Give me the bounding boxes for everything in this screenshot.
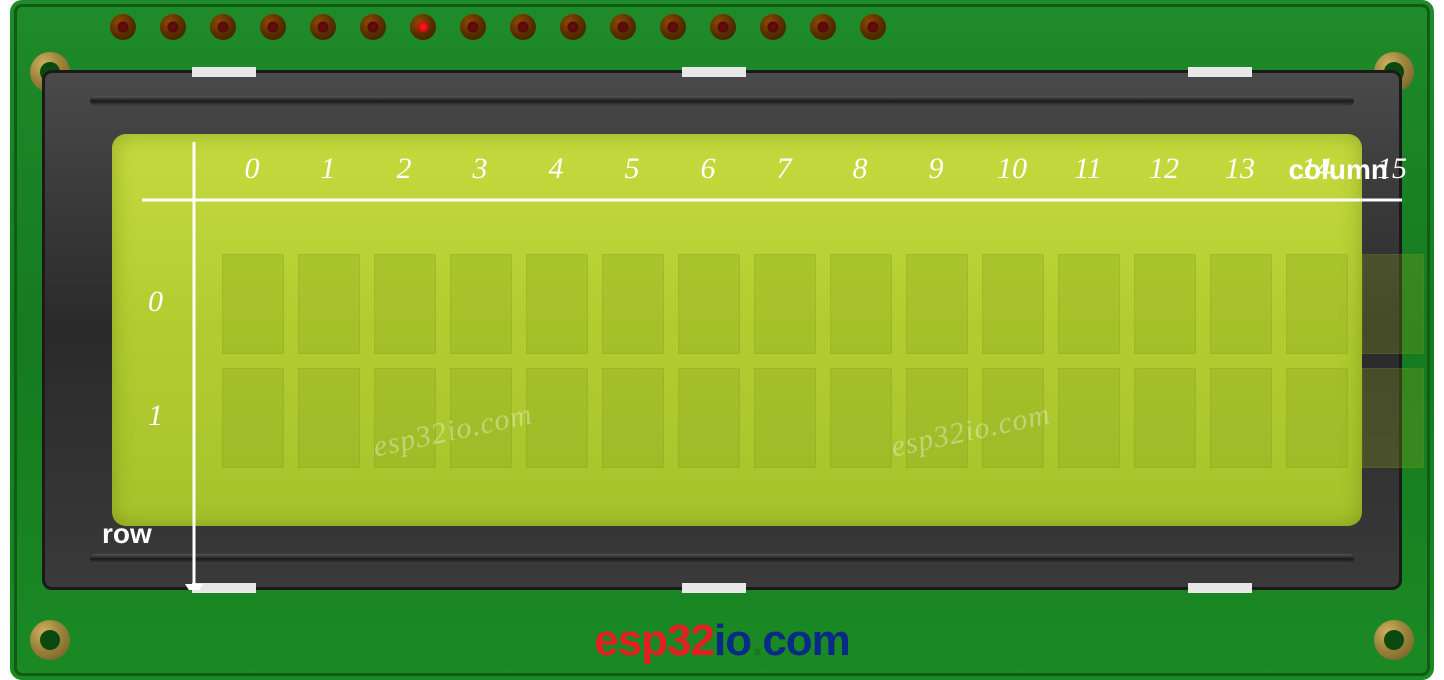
char-cell-r0-c7	[754, 254, 816, 354]
char-cell-r1-c1	[298, 368, 360, 468]
char-cell-r1-c13	[1210, 368, 1272, 468]
char-cell-r0-c10	[982, 254, 1044, 354]
brand-part-dot: .	[751, 616, 762, 665]
char-cell-r0-c0	[222, 254, 284, 354]
pin-12	[710, 14, 736, 40]
char-cell-r1-c12	[1134, 368, 1196, 468]
char-cell-r0-c15	[1362, 254, 1424, 354]
char-cell-r0-c2	[374, 254, 436, 354]
char-cell-r0-c11	[1058, 254, 1120, 354]
bezel-tab	[1188, 583, 1252, 593]
char-cell-r0-c12	[1134, 254, 1196, 354]
char-row-0	[222, 254, 1424, 354]
bezel-tab	[1188, 67, 1252, 77]
pin-9	[560, 14, 586, 40]
pin-6	[410, 14, 436, 40]
char-cell-r1-c4	[526, 368, 588, 468]
pin-15	[860, 14, 886, 40]
brand-part-esp32: esp32	[594, 616, 714, 665]
char-cell-r1-c0	[222, 368, 284, 468]
char-cell-r0-c4	[526, 254, 588, 354]
char-cell-r0-c1	[298, 254, 360, 354]
bezel-ridge-bottom	[90, 554, 1354, 564]
pin-10	[610, 14, 636, 40]
pin-14	[810, 14, 836, 40]
pin-header	[110, 14, 886, 40]
pin-1	[160, 14, 186, 40]
bezel-tab	[682, 583, 746, 593]
char-cell-r0-c13	[1210, 254, 1272, 354]
pin-4	[310, 14, 336, 40]
lcd-bezel: esp32io.com esp32io.com column row 01234…	[42, 70, 1402, 590]
char-cell-r0-c5	[602, 254, 664, 354]
char-cell-r0-c14	[1286, 254, 1348, 354]
char-cell-r1-c5	[602, 368, 664, 468]
pin-11	[660, 14, 686, 40]
pin-7	[460, 14, 486, 40]
pin-8	[510, 14, 536, 40]
brand-part-com: com	[762, 616, 849, 665]
char-cell-r1-c8	[830, 368, 892, 468]
char-cell-r0-c8	[830, 254, 892, 354]
char-cell-r1-c14	[1286, 368, 1348, 468]
pin-13	[760, 14, 786, 40]
bezel-tab	[682, 67, 746, 77]
brand-logo: esp32io.com	[10, 616, 1434, 666]
char-cell-r1-c7	[754, 368, 816, 468]
pin-3	[260, 14, 286, 40]
pin-5	[360, 14, 386, 40]
char-cell-r1-c15	[1362, 368, 1424, 468]
bezel-tab	[192, 583, 256, 593]
lcd-pcb: esp32io.com esp32io.com column row 01234…	[10, 0, 1434, 680]
brand-part-io: io	[714, 616, 751, 665]
char-cell-r1-c6	[678, 368, 740, 468]
char-cell-r0-c6	[678, 254, 740, 354]
char-cell-r0-c9	[906, 254, 968, 354]
char-cell-r0-c3	[450, 254, 512, 354]
char-cell-r1-c11	[1058, 368, 1120, 468]
bezel-ridge-top	[90, 96, 1354, 106]
bezel-tab	[192, 67, 256, 77]
pin-0	[110, 14, 136, 40]
pin-2	[210, 14, 236, 40]
lcd-screen: esp32io.com esp32io.com	[112, 134, 1362, 526]
